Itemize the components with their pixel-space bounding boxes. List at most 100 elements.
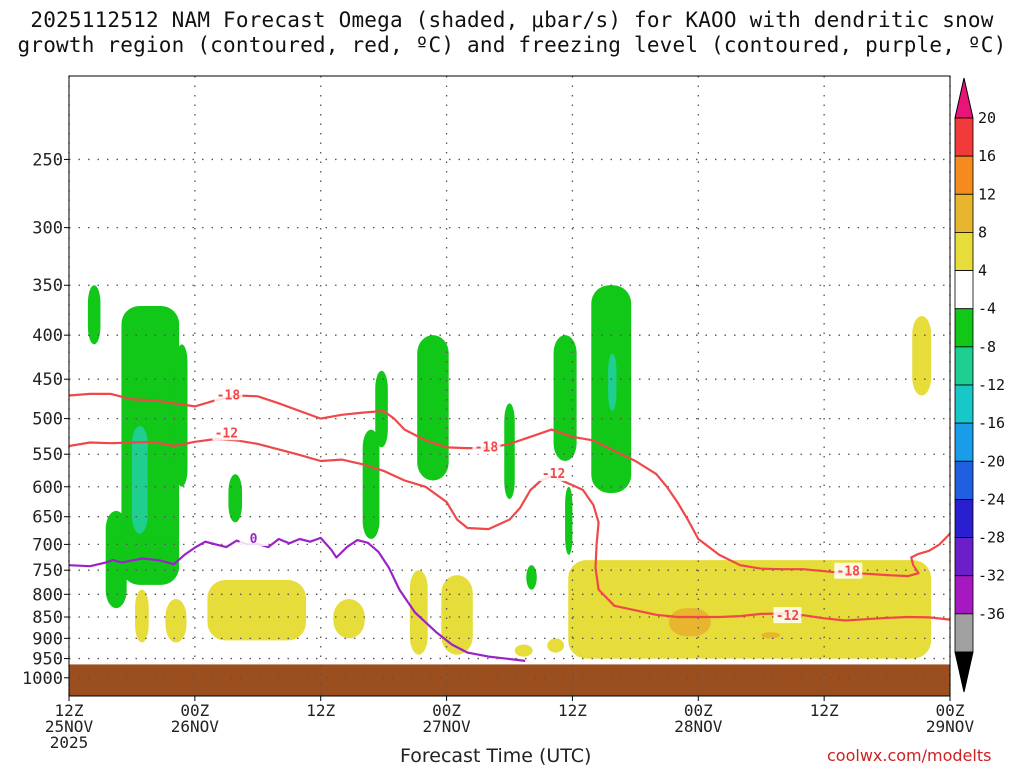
omega-region bbox=[514, 644, 533, 657]
colorbar-top-triangle bbox=[954, 77, 974, 119]
x-tick-label: 26NOV bbox=[171, 717, 220, 736]
x-tick-label: 00Z bbox=[180, 701, 209, 720]
colorbar-segment bbox=[954, 117, 974, 157]
omega-region bbox=[568, 560, 932, 659]
y-tick-label: 700 bbox=[32, 535, 63, 555]
omega-region bbox=[175, 344, 188, 487]
credit-link[interactable]: coolwx.com/modelts bbox=[827, 746, 992, 765]
colorbar-segment bbox=[954, 575, 974, 615]
x-tick-label: 27NOV bbox=[422, 717, 471, 736]
colorbar-label: -16 bbox=[978, 414, 1005, 432]
omega-region bbox=[131, 425, 148, 534]
colorbar-bottom-triangle bbox=[954, 651, 974, 693]
omega-region bbox=[668, 608, 711, 637]
colorbar-label: -12 bbox=[978, 376, 1005, 394]
omega-region bbox=[761, 632, 781, 639]
contour-label: -12 bbox=[776, 609, 799, 624]
contour-label: -12 bbox=[215, 426, 238, 441]
y-tick-label: 450 bbox=[32, 370, 63, 390]
colorbar-label: 12 bbox=[978, 185, 996, 203]
x-tick-label: 25NOV bbox=[45, 717, 94, 736]
contour-label-bg bbox=[539, 465, 568, 482]
x-tick-label: 00Z bbox=[684, 701, 713, 720]
omega-region bbox=[417, 335, 449, 481]
colorbar-segment bbox=[954, 537, 974, 577]
colorbar-label: -4 bbox=[978, 300, 996, 318]
colorbar-label: 20 bbox=[978, 109, 996, 127]
colorbar-segment bbox=[954, 499, 974, 538]
omega-region bbox=[526, 565, 537, 590]
omega-region bbox=[362, 429, 380, 540]
colorbar-label: -20 bbox=[978, 452, 1005, 470]
contour-label: 0 bbox=[250, 532, 258, 547]
colorbar-segment bbox=[954, 155, 974, 195]
contour-label-bg bbox=[214, 386, 243, 403]
colorbar-segment bbox=[954, 613, 974, 653]
contour-label: -18 bbox=[475, 440, 499, 455]
omega-region bbox=[504, 403, 515, 500]
x-axis-title: Forecast Time (UTC) bbox=[400, 745, 592, 767]
colorbar-segment bbox=[954, 384, 974, 424]
y-tick-label: 550 bbox=[32, 445, 63, 465]
colorbar-label: -32 bbox=[978, 567, 1005, 585]
omega-region bbox=[608, 353, 617, 412]
x-tick-label: 12Z bbox=[306, 701, 335, 720]
omega-region bbox=[207, 580, 307, 641]
omega-region bbox=[547, 638, 565, 653]
colorbar-label: 4 bbox=[978, 262, 987, 280]
omega-region bbox=[333, 598, 365, 639]
colorbar-label: 8 bbox=[978, 223, 987, 241]
contour-label: -18 bbox=[837, 565, 861, 580]
contour-label-bg bbox=[773, 607, 802, 624]
colorbar-label: -8 bbox=[978, 338, 996, 356]
y-tick-label: 800 bbox=[32, 585, 63, 605]
contour-label: -12 bbox=[542, 467, 565, 482]
omega-region bbox=[912, 315, 932, 396]
colorbar-segment bbox=[954, 232, 974, 271]
contour-label-bg bbox=[472, 438, 501, 455]
y-tick-label: 600 bbox=[32, 478, 63, 498]
x-tick-label: 12Z bbox=[55, 701, 84, 720]
y-tick-label: 750 bbox=[32, 561, 63, 581]
colorbar-segment bbox=[954, 346, 974, 386]
omega-region bbox=[165, 598, 187, 643]
x-tick-label: 12Z bbox=[558, 701, 587, 720]
omega-region bbox=[135, 589, 149, 643]
contour-line-minus18 bbox=[69, 392, 950, 578]
chart-title-line-2: growth region (contoured, red, ºC) and f… bbox=[17, 33, 1007, 57]
colorbar-segment bbox=[954, 193, 974, 233]
colorbar-label: -28 bbox=[978, 529, 1005, 547]
y-tick-label: 950 bbox=[32, 650, 63, 670]
colorbar-segment bbox=[954, 308, 974, 348]
x-tick-label: 00Z bbox=[432, 701, 461, 720]
y-tick-label: 500 bbox=[32, 410, 63, 430]
omega-region bbox=[565, 486, 573, 555]
chart-title-line-1: 2025112512 NAM Forecast Omega (shaded, μ… bbox=[30, 8, 994, 32]
colorbar-label: -24 bbox=[978, 490, 1005, 508]
contour-label-bg bbox=[239, 530, 268, 547]
colorbar-segment bbox=[954, 422, 974, 462]
y-tick-label: 250 bbox=[32, 150, 63, 170]
contour-line-freezing bbox=[69, 536, 526, 662]
x-tick-label: 2025 bbox=[50, 733, 89, 752]
y-tick-label: 650 bbox=[32, 508, 63, 528]
omega-region bbox=[409, 570, 428, 655]
omega-region bbox=[553, 335, 577, 461]
contour-label-bg bbox=[212, 424, 241, 441]
colorbar-label: 16 bbox=[978, 147, 996, 165]
x-tick-label: 29NOV bbox=[926, 717, 975, 736]
ground-fill bbox=[69, 664, 950, 696]
colorbar-segment bbox=[954, 460, 974, 500]
x-tick-label: 28NOV bbox=[674, 717, 723, 736]
contour-label-bg bbox=[834, 562, 863, 579]
y-tick-label: 1000 bbox=[22, 669, 63, 689]
x-tick-label: 12Z bbox=[810, 701, 839, 720]
y-tick-label: 400 bbox=[32, 326, 63, 346]
colorbar-segment bbox=[954, 270, 974, 310]
y-tick-label: 300 bbox=[32, 219, 63, 239]
y-tick-label: 350 bbox=[32, 276, 63, 296]
y-tick-label: 900 bbox=[32, 629, 63, 649]
omega-region bbox=[375, 370, 388, 448]
